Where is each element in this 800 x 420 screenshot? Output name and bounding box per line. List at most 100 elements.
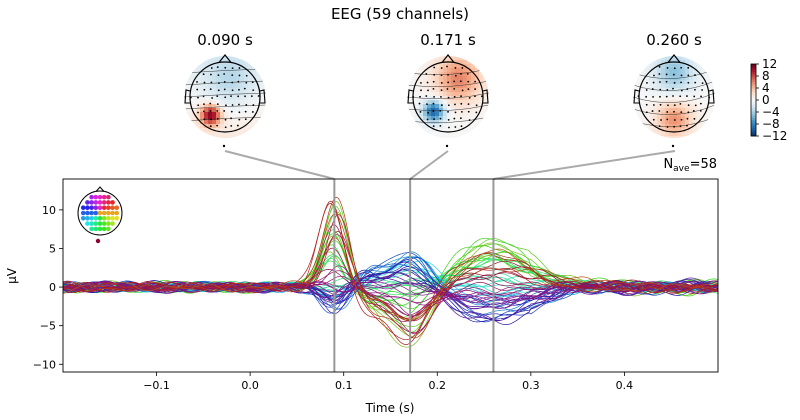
sensor-dot [426, 81, 429, 84]
sensor-dot [660, 119, 662, 121]
sensor-dot [665, 80, 668, 83]
colorbar-tick-label: 12 [762, 57, 777, 71]
sensor-dot [694, 74, 696, 76]
sensor-dot [238, 74, 241, 77]
x-tick-label: −0.1 [143, 379, 170, 392]
sensor-dot [475, 104, 478, 107]
inset-sensor [93, 215, 99, 221]
topomap-contour [184, 92, 266, 98]
inset-sensor [93, 221, 99, 226]
sensor-dot [694, 104, 697, 107]
sensor-dot [224, 66, 227, 69]
sensor-dot [467, 80, 470, 83]
sensor-dot [433, 118, 435, 120]
sensor-dot [454, 103, 456, 106]
sensor-dot [238, 88, 240, 91]
sensor-dot [446, 65, 448, 68]
sensor-dot [433, 66, 436, 69]
colorbar-cell [751, 106, 756, 109]
sensor-dot [693, 95, 696, 98]
sensor-dot [203, 81, 206, 84]
sensor-dot [666, 67, 669, 69]
sensor-dot [651, 110, 654, 112]
sensor-dot [426, 118, 429, 121]
sensor-dot [460, 102, 463, 105]
sensor-dot [658, 110, 661, 112]
colorbar-tick-label: 8 [762, 69, 770, 83]
sensor-dot [432, 110, 435, 112]
sensor-dot [687, 104, 690, 107]
channel-trace [63, 203, 718, 341]
sensor-dot [461, 110, 463, 113]
left-ear-outline [407, 89, 414, 104]
topomap-contour [407, 92, 489, 100]
sensor-dot [230, 124, 233, 127]
sensor-dot [461, 89, 464, 92]
sensor-dot [693, 117, 696, 120]
channel-trace [63, 281, 718, 300]
colorbar-cell [751, 70, 756, 73]
sensor-dot [699, 110, 702, 112]
sensor-dot [420, 81, 422, 84]
colorbar-cell [751, 80, 756, 83]
sensor-dot [454, 74, 457, 77]
sensor-dot [460, 125, 463, 128]
sensor-dot [440, 67, 443, 69]
topomap-time-label: 0.090 s [197, 31, 253, 49]
inset-sensor [93, 205, 99, 211]
sensor-dot [701, 82, 704, 85]
sensor-dot [679, 95, 682, 98]
sensor-dot [680, 74, 683, 77]
sensor-dot [196, 88, 199, 91]
sensor-dot [216, 117, 219, 120]
colorbar-cell [751, 114, 756, 117]
colorbar-tick-label: 0 [762, 93, 770, 107]
nave-label: Nave=58 [663, 157, 717, 174]
sensor-dot [671, 144, 675, 148]
inset-sensor [95, 238, 101, 244]
sensor-dot [231, 81, 234, 84]
y-tick-label: −5 [40, 320, 56, 333]
sensor-dot [659, 88, 662, 91]
channel-trace [63, 278, 718, 308]
sensor-dot [645, 111, 648, 114]
inset-sensor [97, 205, 103, 211]
topomap: 0.090 s [184, 31, 266, 148]
connector-line [409, 150, 449, 180]
sensor-dot [666, 111, 669, 113]
sensor-dot [680, 118, 683, 121]
sensor-dot [447, 118, 450, 121]
sensor-dot [439, 124, 442, 127]
sensor-dot [680, 111, 683, 114]
colorbar-cell [751, 88, 756, 91]
colorbar-cell [751, 68, 756, 71]
sensor-dot [679, 125, 682, 128]
inset-sensor [114, 210, 120, 216]
y-tick-label: 5 [49, 242, 56, 255]
sensor-dot [666, 88, 669, 91]
colorbar-tick-label: −8 [762, 117, 780, 131]
sensor-dot [244, 95, 246, 98]
inset-sensor [89, 200, 94, 205]
colorbar-cell [751, 120, 756, 123]
colorbar-cell [751, 122, 756, 125]
sensor-dot [653, 74, 655, 77]
connector-line [224, 150, 335, 180]
sensor-dot [440, 95, 442, 98]
sensor-dot [467, 110, 470, 113]
left-ear-outline [633, 89, 640, 104]
sensor-dot [236, 124, 239, 127]
sensor-dot [460, 73, 462, 75]
sensor-dot [427, 111, 430, 114]
sensor-dot [202, 110, 205, 113]
colorbar-cell [751, 74, 756, 77]
sensor-dot [237, 95, 240, 98]
inset-nose [95, 186, 105, 192]
sensor-dot [659, 103, 662, 106]
sensor-dot [666, 118, 669, 121]
sensor-dot [223, 73, 226, 75]
sensor-dot [651, 88, 654, 90]
butterfly-plot: −0.1 0.0 0.1 0.2 0.3 0.4 −10 −5 0 5 10 Time (s) µ… [5, 178, 719, 415]
sensor-dot [230, 110, 233, 113]
